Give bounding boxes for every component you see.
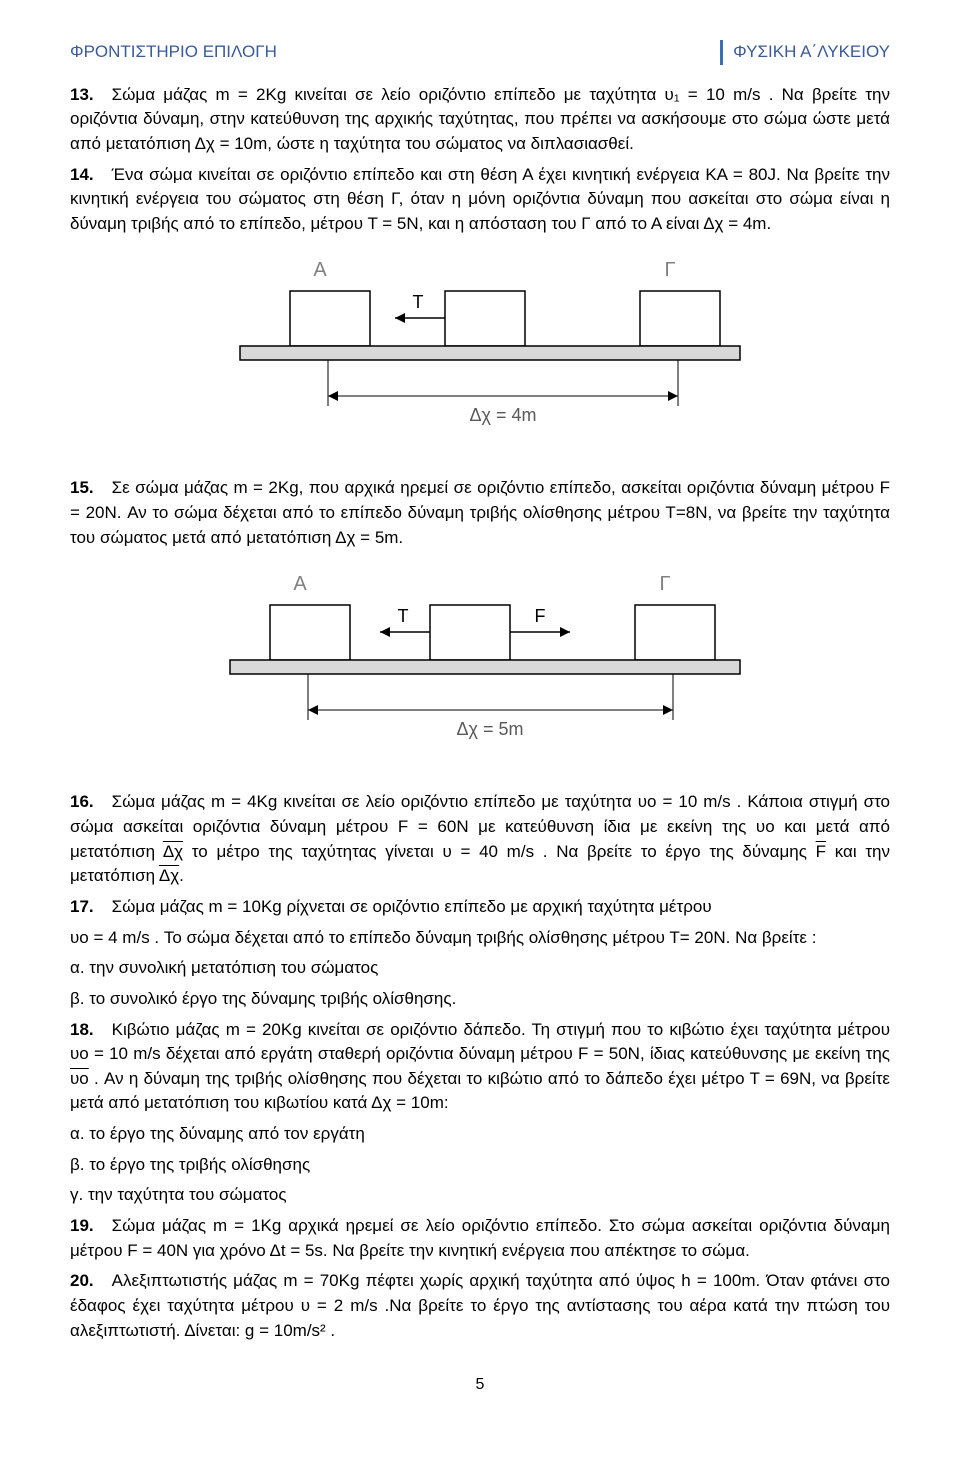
fig2-box-g (635, 605, 715, 660)
fig2-floor (230, 660, 740, 674)
problem-16: 16.Σώμα μάζας m = 4Kg κινείται σε λείο ο… (70, 790, 890, 889)
problem-16-text-b: το μέτρο της ταχύτητας γίνεται υ = 40 m/… (183, 842, 816, 861)
problem-18-a: α. το έργο της δύναμης από τον εργάτη (70, 1122, 890, 1147)
problem-18-text: Κιβώτιο μάζας m = 20Kg κινείται σε οριζό… (70, 1020, 890, 1064)
problem-17-num: 17. (70, 895, 94, 920)
fig1-box-a (290, 291, 370, 346)
page-header: ΦΡΟΝΤΙΣΤΗΡΙΟ ΕΠΙΛΟΓΗ ΦΥΣΙΚΗ Α΄ΛΥΚΕΙΟΥ (70, 40, 890, 65)
fig1-label-t: T (413, 292, 424, 312)
fig2-box-a (270, 605, 350, 660)
figure-2-svg: A Γ T F Δχ = 5m (200, 570, 760, 760)
problem-16-dx-vec: Δχ (163, 842, 183, 861)
fig1-dx-label: Δχ = 4m (470, 405, 537, 425)
problem-15-text: Σε σώμα μάζας m = 2Kg, που αρχικά ηρεμεί… (70, 478, 890, 546)
problem-16-dx2-vec: Δχ (159, 866, 179, 885)
problem-16-f-vec: F (816, 842, 826, 861)
fig1-dim-arrow-r (668, 391, 678, 401)
fig1-label-g: Γ (664, 259, 675, 281)
fig1-box-g (640, 291, 720, 346)
fig1-floor (240, 346, 740, 360)
header-left-text: ΦΡΟΝΤΙΣΤΗΡΙΟ ΕΠΙΛΟΓΗ (70, 40, 277, 65)
fig1-t-arrow-head (395, 313, 405, 323)
problem-13-num: 13. (70, 83, 94, 108)
fig2-dx-label: Δχ = 5m (457, 719, 524, 739)
fig2-label-f: F (535, 606, 546, 626)
problem-20-num: 20. (70, 1269, 94, 1294)
problem-17: 17. Σώμα μάζας m = 10Kg ρίχνεται σε οριζό… (70, 895, 890, 920)
problem-17-line2: υo = 4 m/s . Το σώμα δέχεται από το επίπ… (70, 926, 890, 951)
fig2-dim-arrow-l (308, 705, 318, 715)
problem-13-text: Σώμα μάζας m = 2Kg κινείται σε λείο οριζ… (70, 85, 890, 153)
header-right-text: ΦΥΣΙΚΗ Α΄ΛΥΚΕΙΟΥ (720, 40, 890, 65)
problem-17-a: α. την συνολική μετατόπιση του σώματος (70, 956, 890, 981)
fig1-label-a: A (313, 259, 327, 281)
problem-19: 19.Σώμα μάζας m = 1Kg αρχικά ηρεμεί σε λ… (70, 1214, 890, 1263)
problem-15-num: 15. (70, 476, 94, 501)
fig2-box-mid (430, 605, 510, 660)
problem-17-b: β. το συνολικό έργο της δύναμης τριβής ο… (70, 987, 890, 1012)
fig2-label-a: A (293, 573, 307, 595)
problem-19-text: Σώμα μάζας m = 1Kg αρχικά ηρεμεί σε λείο… (70, 1216, 890, 1260)
problem-15: 15.Σε σώμα μάζας m = 2Kg, που αρχικά ηρε… (70, 476, 890, 550)
problem-14: 14.Ένα σώμα κινείται σε οριζόντιο επίπεδ… (70, 163, 890, 237)
problem-16-num: 16. (70, 790, 94, 815)
problem-19-num: 19. (70, 1214, 94, 1239)
problem-18: 18.Κιβώτιο μάζας m = 20Kg κινείται σε ορ… (70, 1018, 890, 1117)
problem-13: 13.Σώμα μάζας m = 2Kg κινείται σε λείο ο… (70, 83, 890, 157)
page-number: 5 (70, 1373, 890, 1396)
fig2-dim-arrow-r (663, 705, 673, 715)
problem-20: 20.Αλεξιπτωτιστής μάζας m = 70Kg πέφτει … (70, 1269, 890, 1343)
figure-1: A Γ T Δχ = 4m (70, 256, 890, 446)
problem-20-text: Αλεξιπτωτιστής μάζας m = 70Kg πέφτει χωρ… (70, 1271, 890, 1339)
problem-18-vec: υo (70, 1069, 89, 1088)
problem-14-num: 14. (70, 163, 94, 188)
fig2-t-arrow-head (380, 627, 390, 637)
fig2-label-t: T (398, 606, 409, 626)
fig1-dim-arrow-l (328, 391, 338, 401)
problem-18-b: β. το έργο της τριβής ολίσθησης (70, 1153, 890, 1178)
problem-18-num: 18. (70, 1018, 94, 1043)
figure-2: A Γ T F Δχ = 5m (70, 570, 890, 760)
figure-1-svg: A Γ T Δχ = 4m (200, 256, 760, 446)
problem-17-text: Σώμα μάζας m = 10Kg ρίχνεται σε οριζόντι… (112, 897, 712, 916)
fig2-label-g: Γ (659, 573, 670, 595)
problem-18-text2: . Αν η δύναμη της τριβής ολίσθησης που δ… (70, 1069, 890, 1113)
fig1-box-mid (445, 291, 525, 346)
fig2-f-arrow-head (560, 627, 570, 637)
problem-18-c: γ. την ταχύτητα του σώματος (70, 1183, 890, 1208)
problem-14-text: Ένα σώμα κινείται σε οριζόντιο επίπεδο κ… (70, 165, 890, 233)
